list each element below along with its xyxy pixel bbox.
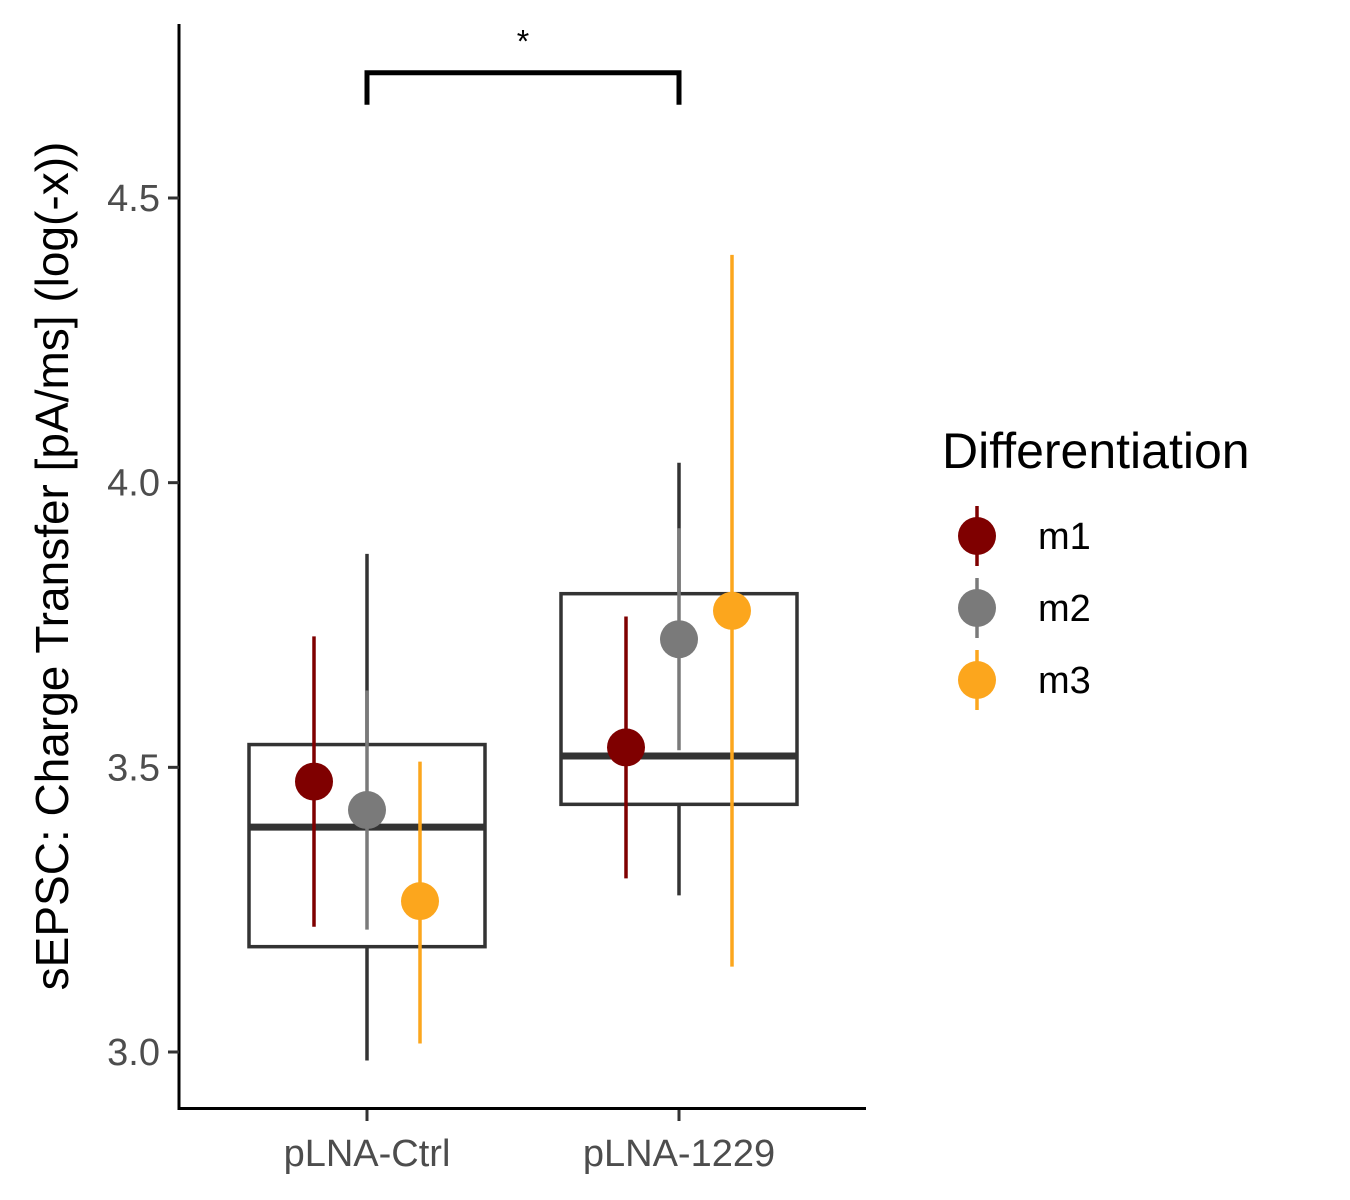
y-tick-label: 3.0 (107, 1032, 160, 1074)
point-m2-plna-1229 (660, 620, 698, 659)
y-tick-label: 4.5 (107, 178, 160, 220)
boxes-layer (247, 462, 799, 1061)
x-tick-label: pLNA-1229 (583, 1133, 775, 1175)
x-tick-label: pLNA-Ctrl (284, 1133, 451, 1175)
legend-label-m3: m3 (1038, 660, 1091, 702)
legend-label-m1: m1 (1038, 516, 1091, 558)
significance-bracket: * (364, 24, 682, 105)
legend-label-m2: m2 (1038, 588, 1091, 630)
ticks-layer: 3.0 3.5 4.0 4.5 pLNA-Ctrl pLNA-1229 (107, 178, 775, 1175)
legend-key-m3 (958, 661, 996, 699)
point-m1-plna-ctrl (295, 762, 333, 801)
y-axis-title: sEPSC: Charge Transfer [pA/ms] (log(-x)) (26, 142, 78, 991)
series-layer (295, 254, 751, 1044)
point-m1-plna-1229 (607, 728, 645, 767)
legend: Differentiation m1 m2 m3 (942, 423, 1250, 710)
legend-title: Differentiation (942, 423, 1250, 479)
significance-label: * (517, 24, 529, 60)
point-m3-plna-1229 (713, 591, 751, 630)
point-m3-plna-ctrl (401, 882, 439, 921)
point-m2-plna-ctrl (348, 791, 386, 830)
significance-bracket-line (364, 70, 682, 105)
y-tick-label: 4.0 (107, 463, 160, 505)
legend-key-m1 (958, 517, 996, 555)
legend-key-m2 (958, 589, 996, 627)
axes-layer (177, 24, 866, 1110)
y-tick-label: 3.5 (107, 747, 160, 789)
